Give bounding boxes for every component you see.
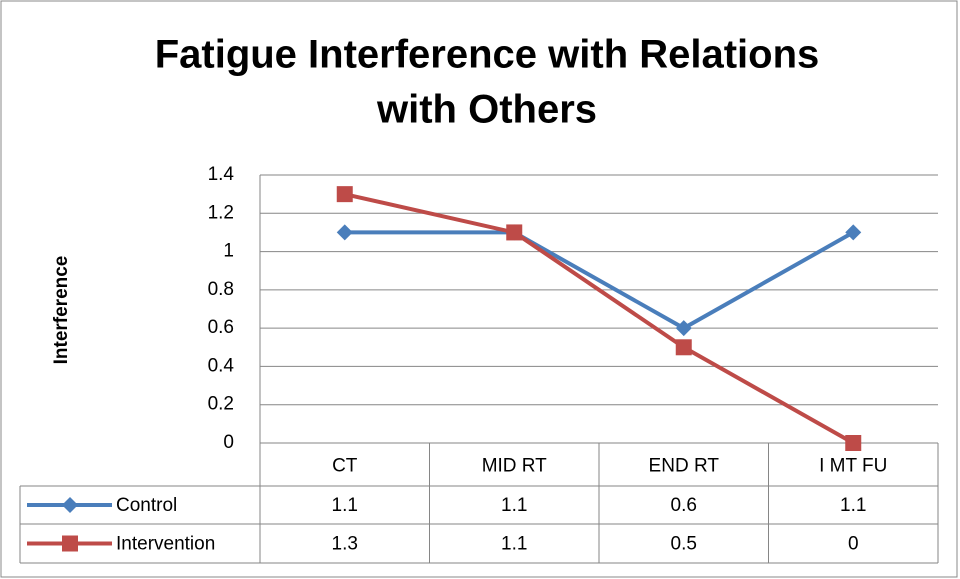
marker (845, 224, 862, 241)
series-line (344, 192, 855, 445)
table-value: 0.6 (671, 495, 697, 516)
table-value: 1.1 (501, 495, 527, 516)
series-line (344, 230, 855, 331)
y-tick-label: 0.8 (208, 279, 234, 300)
chart-title: Fatigue Interference with Relations (155, 33, 820, 77)
marker (336, 224, 353, 241)
table-value: 1.1 (840, 495, 866, 516)
legend-label: Intervention (116, 534, 215, 555)
marker (506, 224, 523, 241)
table-value: 1.1 (332, 495, 358, 516)
marker (845, 435, 862, 451)
legend-marker (62, 535, 78, 552)
marker (336, 186, 353, 203)
table-value: 0 (848, 534, 859, 555)
y-tick-label: 0.4 (208, 355, 235, 376)
x-tick-label: MID RT (482, 456, 547, 477)
marker (675, 339, 692, 356)
x-tick-label: I MT FU (819, 456, 887, 477)
x-tick-label: END RT (649, 456, 720, 477)
y-tick-label: 0.6 (208, 317, 234, 338)
y-tick-label: 1.2 (208, 202, 234, 223)
y-tick-label: 0 (223, 432, 234, 453)
x-tick-label: CT (332, 456, 358, 477)
y-axis-title: Interference (51, 256, 72, 365)
table-value: 0.5 (671, 534, 697, 555)
table-value: 1.3 (332, 534, 358, 555)
marker (675, 320, 692, 337)
y-tick-label: 1.4 (208, 164, 235, 185)
table-value: 1.1 (501, 534, 527, 555)
legend-marker (62, 497, 78, 513)
y-tick-label: 0.2 (208, 394, 234, 415)
legend-label: Control (116, 495, 177, 516)
y-tick-label: 1 (223, 241, 234, 262)
chart-title: with Others (376, 88, 597, 132)
